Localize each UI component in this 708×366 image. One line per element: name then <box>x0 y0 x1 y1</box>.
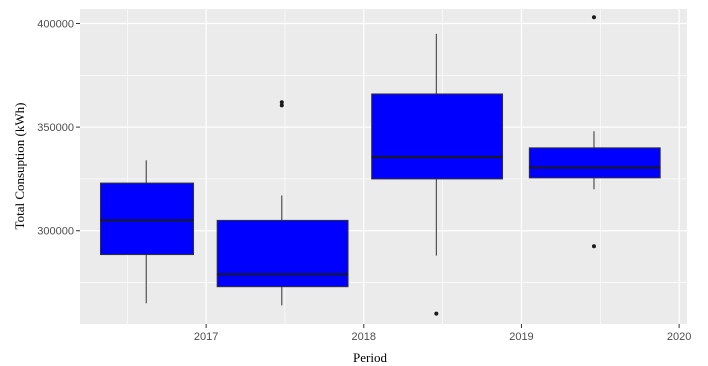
grid-lines <box>80 9 687 324</box>
x-axis-title: Period <box>353 350 387 365</box>
box-group-1 <box>99 160 195 304</box>
box-iqr <box>371 93 504 180</box>
box-group-2 <box>216 100 349 306</box>
outlier-point <box>591 15 596 20</box>
y-tick-label: 350000 <box>37 122 74 134</box>
box-group-4 <box>528 15 661 249</box>
y-axis-title: Total Consuption (kWh) <box>12 103 27 230</box>
outlier-point <box>591 244 596 249</box>
box-iqr <box>528 147 661 179</box>
box-iqr <box>99 182 195 256</box>
x-tick-label: 2020 <box>667 331 691 343</box>
x-tick-label: 2019 <box>509 331 533 343</box>
box-iqr <box>216 219 349 288</box>
x-tick-label: 2018 <box>352 331 376 343</box>
outlier-point <box>279 103 284 108</box>
x-axis-ticks: 2017 2018 2019 2020 <box>194 324 691 343</box>
box-group-3 <box>371 33 504 316</box>
outlier-point <box>434 311 439 316</box>
y-tick-label: 400000 <box>37 19 74 31</box>
y-axis-ticks: 300000 350000 400000 <box>37 19 80 238</box>
y-tick-label: 300000 <box>37 226 74 238</box>
box-series <box>99 15 661 316</box>
x-tick-label: 2017 <box>194 331 218 343</box>
outlier-point <box>279 100 284 105</box>
